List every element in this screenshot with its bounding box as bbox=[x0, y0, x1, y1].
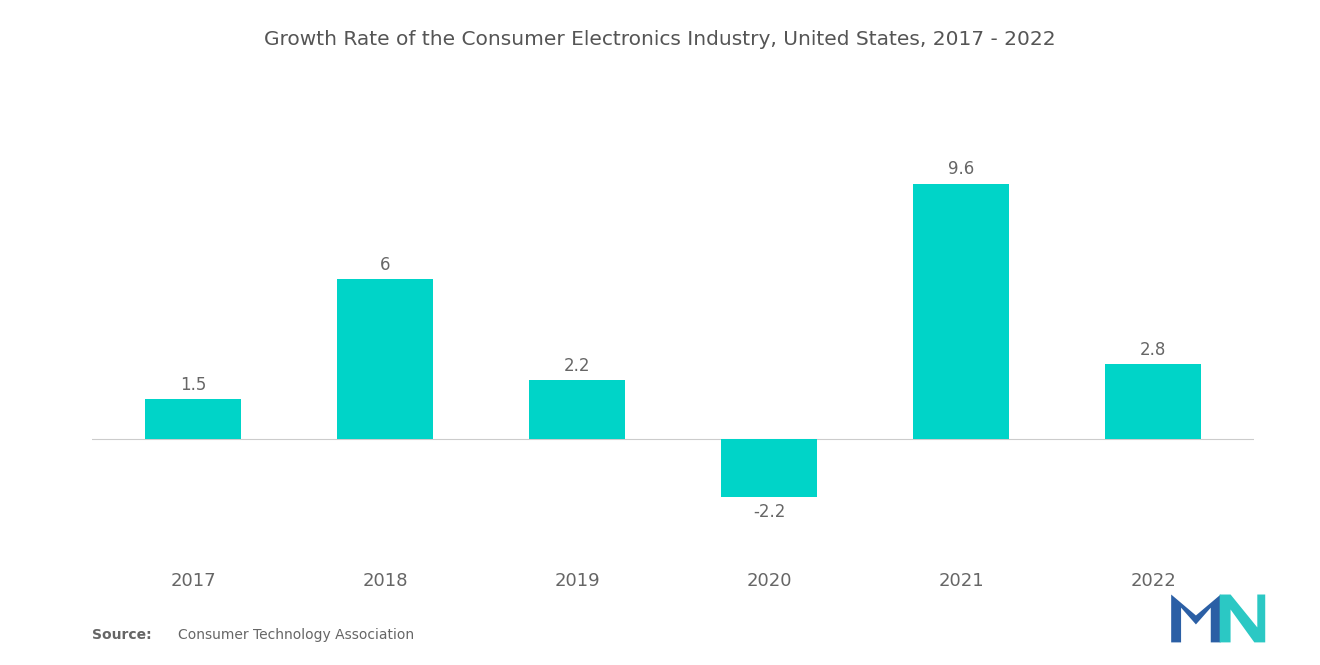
Text: 2.2: 2.2 bbox=[564, 357, 590, 375]
Text: Source:: Source: bbox=[92, 628, 152, 642]
Bar bbox=[913, 184, 1010, 439]
Bar bbox=[337, 279, 433, 439]
Text: 6: 6 bbox=[380, 256, 391, 274]
Bar bbox=[1105, 364, 1201, 439]
Bar bbox=[145, 399, 242, 439]
Text: Consumer Technology Association: Consumer Technology Association bbox=[178, 628, 414, 642]
Text: Growth Rate of the Consumer Electronics Industry, United States, 2017 - 2022: Growth Rate of the Consumer Electronics … bbox=[264, 30, 1056, 49]
Text: 2.8: 2.8 bbox=[1140, 341, 1167, 359]
Bar bbox=[721, 439, 817, 497]
Polygon shape bbox=[1220, 595, 1265, 642]
Text: 1.5: 1.5 bbox=[180, 376, 206, 394]
Text: 9.6: 9.6 bbox=[948, 160, 974, 178]
Polygon shape bbox=[1171, 595, 1221, 642]
Bar bbox=[529, 380, 626, 439]
Text: -2.2: -2.2 bbox=[752, 503, 785, 521]
